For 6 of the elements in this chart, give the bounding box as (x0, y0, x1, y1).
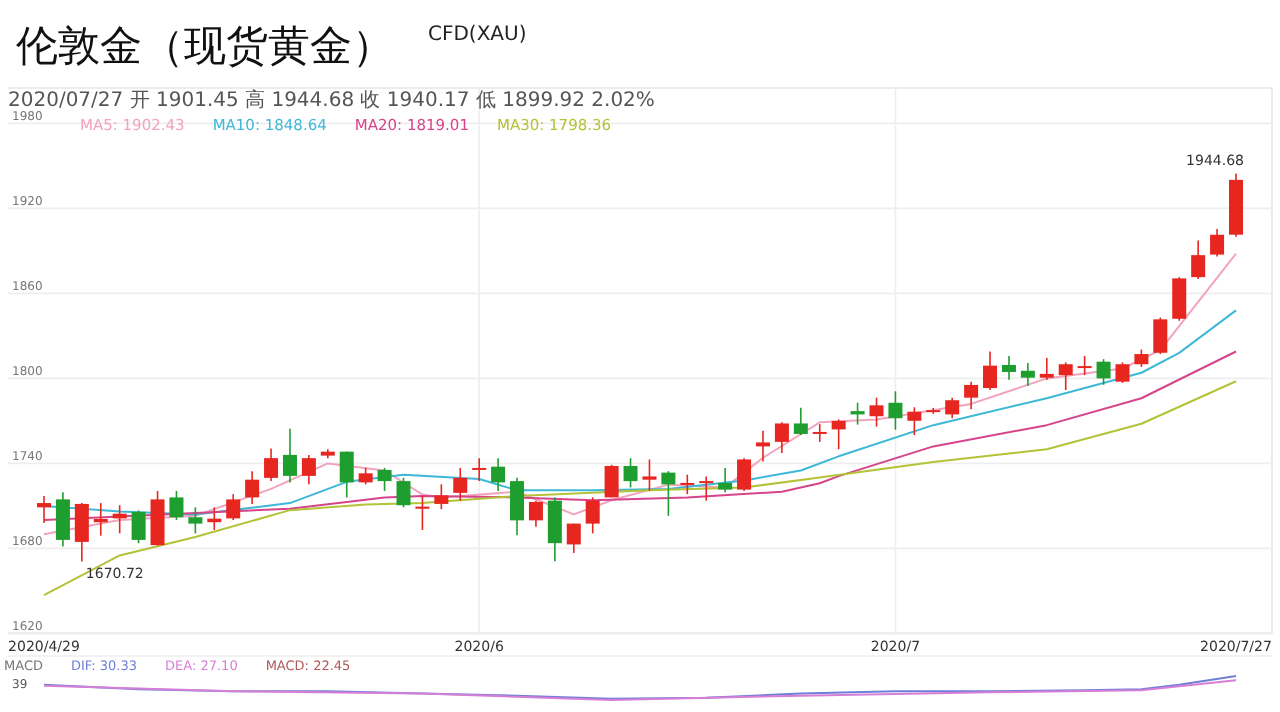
line-series (43, 380, 1237, 597)
line-series (43, 350, 1237, 522)
line-series (43, 252, 1237, 536)
chart-subtitle: CFD(XAU) (428, 24, 527, 46)
annotation: 2020/07/27 开 1901.45 高 1944.68 收 1940.17 低 1899.92 2.02% (8, 88, 655, 112)
chart-title: 伦敦金（现货黄金） (16, 22, 394, 70)
